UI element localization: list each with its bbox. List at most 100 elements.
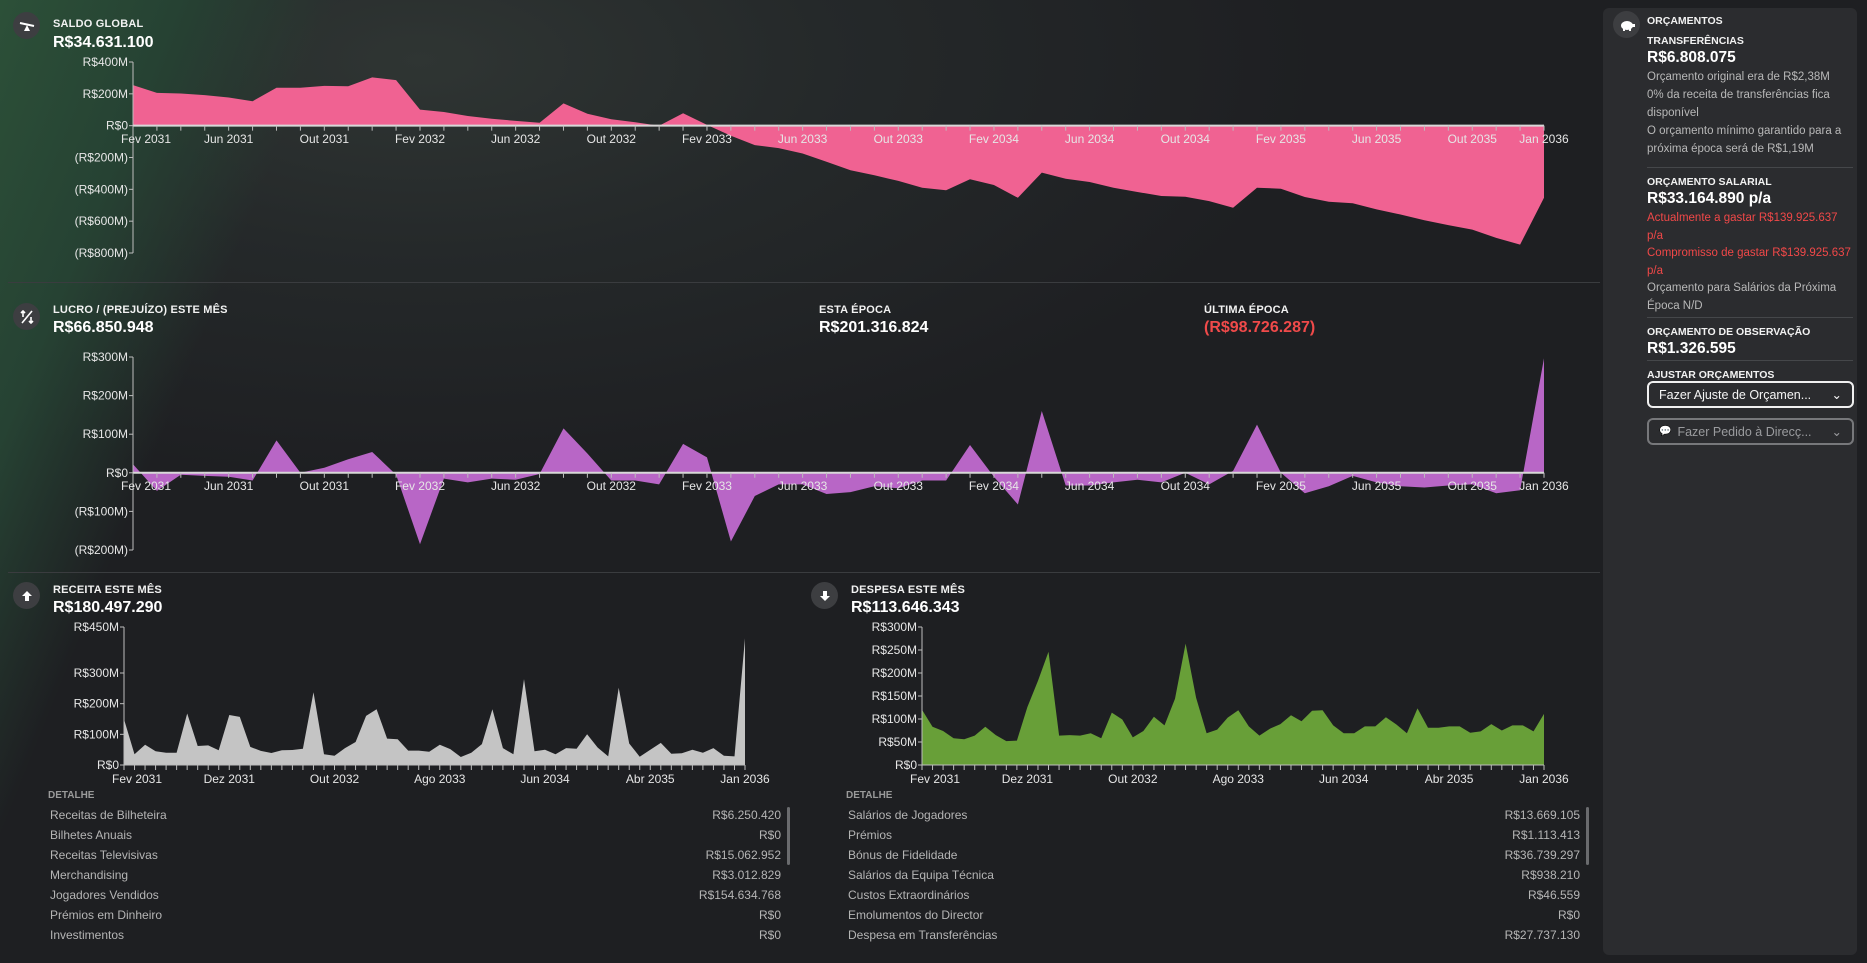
despesa-x-tick-label: Ago 2033 bbox=[1213, 772, 1265, 786]
lucro-value: R$66.850.948 bbox=[53, 319, 154, 336]
detail-row[interactable]: Despesa em Transferências R$27.737.130 bbox=[848, 925, 1580, 945]
speech-bubble-icon: 💬 bbox=[1659, 426, 1672, 437]
piggy-bank-icon bbox=[1613, 11, 1640, 38]
saldo-y-tick-label: (R$400M) bbox=[75, 182, 128, 196]
despesa-x-tick-label: Fev 2031 bbox=[910, 772, 960, 786]
lucro-x-tick-label: Jun 2033 bbox=[778, 479, 828, 493]
transfers-title: TRANSFERÊNCIAS bbox=[1647, 35, 1744, 47]
detail-label: Receitas Televisivas bbox=[50, 848, 158, 862]
detail-row[interactable]: Merchandising R$3.012.829 bbox=[50, 865, 781, 885]
detail-value: R$0 bbox=[1557, 908, 1580, 922]
receita-x-tick-label: Ago 2033 bbox=[414, 772, 466, 786]
scouting-budget-value: R$1.326.595 bbox=[1647, 340, 1736, 357]
lucro-title: LUCRO / (PREJUÍZO) ESTE MÊS bbox=[53, 304, 228, 316]
receita-scrollbar[interactable] bbox=[787, 807, 790, 865]
lucro-area bbox=[133, 358, 1544, 545]
chevron-down-icon: ⌄ bbox=[1831, 425, 1842, 439]
chevron-down-icon: ⌄ bbox=[1831, 388, 1842, 402]
receita-x-tick-label: Dez 2031 bbox=[204, 772, 256, 786]
receita-y-tick-label: R$0 bbox=[97, 758, 119, 772]
saldo-x-tick-label: Jun 2033 bbox=[778, 132, 828, 146]
detail-label: Merchandising bbox=[50, 868, 129, 882]
saldo-x-tick-label: Jun 2031 bbox=[204, 132, 254, 146]
detail-value: R$3.012.829 bbox=[712, 868, 781, 882]
detail-row[interactable]: Custos Extraordinários R$46.559 bbox=[848, 885, 1580, 905]
despesa-x-tick-label: Dez 2031 bbox=[1002, 772, 1054, 786]
detail-row[interactable]: Receitas de Bilheteira R$6.250.420 bbox=[50, 805, 781, 825]
divider bbox=[1647, 167, 1853, 168]
detail-value: R$1.113.413 bbox=[1512, 828, 1580, 842]
detail-label: Prémios bbox=[848, 828, 893, 842]
saldo-x-tick-label: Jun 2034 bbox=[1065, 132, 1115, 146]
ultima-epoca-value: (R$98.726.287) bbox=[1204, 319, 1316, 336]
wage-committed-spend: Compromisso de gastar R$139.925.637 p/a bbox=[1647, 247, 1851, 277]
receita-y-tick-label: R$300M bbox=[74, 666, 119, 680]
saldo-x-tick-label: Out 2034 bbox=[1161, 132, 1211, 146]
detail-row[interactable]: Bilhetes Anuais R$0 bbox=[50, 825, 781, 845]
detail-row[interactable]: Salários da Equipa Técnica R$938.210 bbox=[848, 865, 1580, 885]
detail-row[interactable]: Emolumentos do Director R$0 bbox=[848, 905, 1580, 925]
lucro-x-tick-label: Jun 2032 bbox=[491, 479, 541, 493]
detail-row[interactable]: Receitas Televisivas R$15.062.952 bbox=[50, 845, 781, 865]
saldo-x-tick-label: Out 2032 bbox=[587, 132, 637, 146]
lucro-x-tick-label: Jun 2031 bbox=[204, 479, 254, 493]
saldo-x-tick-label: Fev 2031 bbox=[121, 132, 171, 146]
saldo-x-tick-label: Fev 2033 bbox=[682, 132, 732, 146]
detail-label: Despesa em Transferências bbox=[848, 928, 998, 942]
despesa-x-tick-label: Abr 2035 bbox=[1425, 772, 1474, 786]
arrow-up-icon bbox=[13, 582, 40, 609]
detail-value: R$6.250.420 bbox=[712, 808, 781, 822]
detail-label: Jogadores Vendidos bbox=[50, 888, 159, 902]
detail-row[interactable]: Bónus de Fidelidade R$36.739.297 bbox=[848, 845, 1580, 865]
detail-label: Bónus de Fidelidade bbox=[848, 848, 958, 862]
despesa-y-tick-label: R$250M bbox=[872, 643, 917, 657]
despesa-x-tick-label: Jun 2034 bbox=[1319, 772, 1369, 786]
despesa-value: R$113.646.343 bbox=[851, 599, 960, 616]
esta-epoca-value: R$201.316.824 bbox=[819, 319, 929, 336]
detail-row[interactable]: Prémios em Dinheiro R$0 bbox=[50, 905, 781, 925]
board-request-label: Fazer Pedido à Direcç... bbox=[1677, 424, 1812, 439]
saldo-x-tick-label: Out 2031 bbox=[300, 132, 350, 146]
detail-row[interactable]: Jogadores Vendidos R$154.634.768 bbox=[50, 885, 781, 905]
lucro-x-tick-label: Fev 2035 bbox=[1256, 479, 1306, 493]
receita-x-tick-label: Jun 2034 bbox=[520, 772, 570, 786]
divider bbox=[8, 572, 1600, 573]
charts-layer: R$400M R$200M R$0 (R$200M) (R$400M) (R$600M) (… bbox=[74, 55, 1569, 786]
detail-value: R$15.062.952 bbox=[705, 848, 781, 862]
board-request-dropdown[interactable]: 💬 Fazer Pedido à Direcç... ⌄ bbox=[1647, 418, 1854, 445]
detail-label: Bilhetes Anuais bbox=[50, 828, 133, 842]
detail-row[interactable]: Investimentos R$0 bbox=[50, 925, 781, 945]
saldo-x-tick-label: Out 2035 bbox=[1448, 132, 1498, 146]
wage-current-spend: Actualmente a gastar R$139.925.637 p/a bbox=[1647, 212, 1838, 242]
receita-x-tick-label: Fev 2031 bbox=[112, 772, 162, 786]
detail-row[interactable]: Prémios R$1.113.413 bbox=[848, 825, 1580, 845]
despesa-y-tick-label: R$200M bbox=[872, 666, 917, 680]
budgets-panel: ORÇAMENTOS TRANSFERÊNCIAS R$6.808.075 Or… bbox=[1603, 8, 1857, 955]
saldo-x-tick-label: Jan 2036 bbox=[1519, 132, 1569, 146]
adjust-budgets-title: AJUSTAR ORÇAMENTOS bbox=[1647, 369, 1775, 381]
wage-budget-value: R$33.164.890 p/a bbox=[1647, 190, 1772, 207]
despesa-scrollbar[interactable] bbox=[1586, 807, 1589, 865]
adjust-budget-dropdown[interactable]: Fazer Ajuste de Orçamen... ⌄ bbox=[1647, 381, 1854, 408]
despesa-y-tick-label: R$100M bbox=[872, 712, 917, 726]
despesa-y-tick-label: R$50M bbox=[878, 735, 917, 749]
saldo-title: SALDO GLOBAL bbox=[53, 18, 144, 30]
despesa-x-tick-label: Jan 2036 bbox=[1519, 772, 1569, 786]
arrow-down-icon bbox=[811, 582, 838, 609]
saldo-value: R$34.631.100 bbox=[53, 34, 154, 51]
detail-value: R$46.559 bbox=[1527, 888, 1580, 902]
detail-label: Receitas de Bilheteira bbox=[50, 808, 167, 822]
despesa-title: DESPESA ESTE MÊS bbox=[851, 584, 966, 596]
divider bbox=[8, 282, 1600, 283]
lucro-x-tick-label: Out 2033 bbox=[874, 479, 924, 493]
receita-y-tick-label: R$100M bbox=[74, 727, 119, 741]
lucro-y-tick-label: R$100M bbox=[83, 427, 128, 441]
lucro-y-tick-label: R$200M bbox=[83, 389, 128, 403]
receita-x-tick-label: Abr 2035 bbox=[626, 772, 675, 786]
lucro-x-tick-label: Out 2031 bbox=[300, 479, 350, 493]
despesa-detail-heading: DETALHE bbox=[846, 790, 893, 801]
detail-value: R$36.739.297 bbox=[1504, 848, 1580, 862]
saldo-y-tick-label: (R$600M) bbox=[75, 214, 128, 228]
saldo-area bbox=[133, 77, 1544, 245]
detail-row[interactable]: Salários de Jogadores R$13.669.105 bbox=[848, 805, 1580, 825]
